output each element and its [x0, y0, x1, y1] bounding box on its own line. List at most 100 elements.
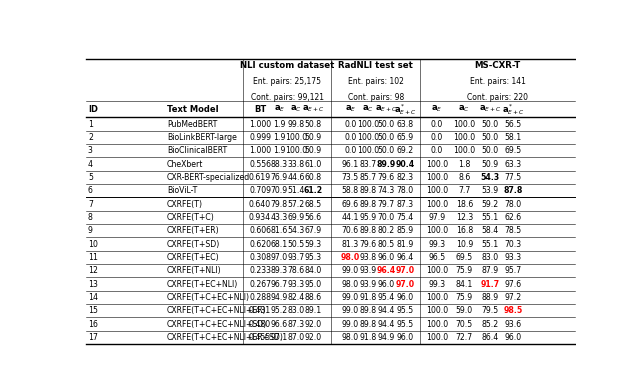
Text: 96.0: 96.0	[504, 333, 522, 342]
Text: 6: 6	[88, 186, 93, 195]
Text: CXRFE(T+C+EC+NLI+SD): CXRFE(T+C+EC+NLI+SD)	[167, 319, 267, 329]
Text: 94.9: 94.9	[378, 333, 395, 342]
Text: NLI custom dataset: NLI custom dataset	[240, 61, 334, 70]
Text: 50.9: 50.9	[482, 160, 499, 168]
Text: 89.1: 89.1	[305, 306, 322, 315]
Text: 0.267: 0.267	[249, 280, 271, 289]
Text: 56.5: 56.5	[504, 120, 522, 129]
Text: 89.8: 89.8	[359, 319, 376, 329]
Text: RadNLI test set: RadNLI test set	[339, 61, 413, 70]
Text: $\mathbf{a}_E$: $\mathbf{a}_E$	[344, 104, 356, 114]
Text: 0.640: 0.640	[249, 200, 271, 209]
Text: 0.0: 0.0	[344, 120, 356, 129]
Text: 11: 11	[88, 253, 98, 262]
Text: 60.8: 60.8	[305, 173, 322, 182]
Text: 96.1: 96.1	[342, 160, 359, 168]
Text: 87.3: 87.3	[288, 319, 305, 329]
Text: 92.0: 92.0	[305, 333, 322, 342]
Text: 100.0: 100.0	[426, 306, 448, 315]
Text: $\mathbf{a}_{E+C}$: $\mathbf{a}_{E+C}$	[479, 104, 502, 114]
Text: 92.0: 92.0	[305, 319, 322, 329]
Text: 100.0: 100.0	[356, 133, 379, 142]
Text: 87.8: 87.8	[503, 186, 523, 195]
Text: 99.0: 99.0	[342, 293, 359, 302]
Text: 63.8: 63.8	[396, 120, 413, 129]
Text: 50.0: 50.0	[378, 146, 395, 155]
Text: CheXbert: CheXbert	[167, 160, 203, 168]
Text: $\mathbf{a}_{E+C}$: $\mathbf{a}_{E+C}$	[374, 104, 397, 114]
Text: 98.5: 98.5	[504, 306, 523, 315]
Text: 97.6: 97.6	[504, 280, 522, 289]
Text: 0.934: 0.934	[249, 213, 271, 222]
Text: 75.9: 75.9	[456, 266, 473, 275]
Text: CXRFE(T+NLI): CXRFE(T+NLI)	[167, 266, 221, 275]
Text: CXRFE(T+C+EC+NLI+ER): CXRFE(T+C+EC+NLI+ER)	[167, 306, 266, 315]
Text: 100.0: 100.0	[426, 173, 448, 182]
Text: 100.0: 100.0	[453, 133, 476, 142]
Text: 82.3: 82.3	[396, 173, 413, 182]
Text: 8.6: 8.6	[458, 173, 470, 182]
Text: 50.9: 50.9	[305, 146, 322, 155]
Text: 16: 16	[88, 319, 98, 329]
Text: 70.6: 70.6	[342, 226, 359, 235]
Text: 55.1: 55.1	[481, 239, 499, 248]
Text: 87.3: 87.3	[396, 200, 413, 209]
Text: 95.4: 95.4	[378, 293, 395, 302]
Text: 7: 7	[88, 200, 93, 209]
Text: 96.4: 96.4	[376, 266, 396, 275]
Text: 43.3: 43.3	[271, 213, 288, 222]
Text: 69.9: 69.9	[288, 213, 305, 222]
Text: 85.7: 85.7	[359, 173, 376, 182]
Text: 0.0: 0.0	[431, 133, 444, 142]
Text: 0.0: 0.0	[431, 120, 444, 129]
Text: 75.9: 75.9	[456, 293, 473, 302]
Text: $\mathbf{a}^*_{E+C}$: $\mathbf{a}^*_{E+C}$	[394, 102, 416, 117]
Text: $\mathbf{a}_E$: $\mathbf{a}_E$	[274, 104, 285, 114]
Text: 0.999: 0.999	[249, 133, 271, 142]
Text: 79.6: 79.6	[359, 239, 376, 248]
Text: 96.4: 96.4	[396, 253, 413, 262]
Text: 98.0: 98.0	[342, 333, 359, 342]
Text: 83.0: 83.0	[482, 253, 499, 262]
Text: 59.3: 59.3	[305, 239, 322, 248]
Text: 1.9: 1.9	[273, 133, 285, 142]
Text: 100.0: 100.0	[426, 266, 448, 275]
Text: 95.0: 95.0	[305, 280, 322, 289]
Text: 50.0: 50.0	[378, 133, 395, 142]
Text: 100.0: 100.0	[426, 293, 448, 302]
Text: 93.7: 93.7	[288, 253, 305, 262]
Text: 95.7: 95.7	[504, 266, 522, 275]
Text: 97.0: 97.0	[396, 280, 415, 289]
Text: $\mathbf{a}^*_{E+C}$: $\mathbf{a}^*_{E+C}$	[502, 102, 524, 117]
Text: 0.709: 0.709	[249, 186, 271, 195]
Text: 61.0: 61.0	[305, 160, 322, 168]
Text: 87.0: 87.0	[288, 333, 305, 342]
Text: Text Model: Text Model	[167, 105, 218, 113]
Text: 89.8: 89.8	[359, 200, 376, 209]
Text: 96.0: 96.0	[396, 293, 413, 302]
Text: 100.0: 100.0	[426, 160, 448, 168]
Text: 78.0: 78.0	[396, 186, 413, 195]
Text: 77.5: 77.5	[504, 173, 522, 182]
Text: 93.6: 93.6	[504, 319, 522, 329]
Text: 89.8: 89.8	[359, 306, 376, 315]
Text: 58.1: 58.1	[504, 133, 522, 142]
Text: 96.5: 96.5	[429, 253, 445, 262]
Text: 16.8: 16.8	[456, 226, 473, 235]
Text: 78.5: 78.5	[504, 226, 522, 235]
Text: 9: 9	[88, 226, 93, 235]
Text: 69.5: 69.5	[504, 146, 522, 155]
Text: 69.6: 69.6	[342, 200, 359, 209]
Text: 87.9: 87.9	[482, 266, 499, 275]
Text: 97.0: 97.0	[271, 253, 288, 262]
Text: 95.5: 95.5	[396, 319, 413, 329]
Text: 81.6: 81.6	[271, 226, 288, 235]
Text: 0.431: 0.431	[249, 306, 271, 315]
Text: 1: 1	[88, 120, 93, 129]
Text: 83.0: 83.0	[288, 306, 305, 315]
Text: 54.3: 54.3	[287, 226, 305, 235]
Text: 0.620: 0.620	[249, 239, 271, 248]
Text: 95.9: 95.9	[359, 213, 376, 222]
Text: 89.8: 89.8	[359, 226, 376, 235]
Text: Ent. pairs: 102: Ent. pairs: 102	[348, 77, 404, 86]
